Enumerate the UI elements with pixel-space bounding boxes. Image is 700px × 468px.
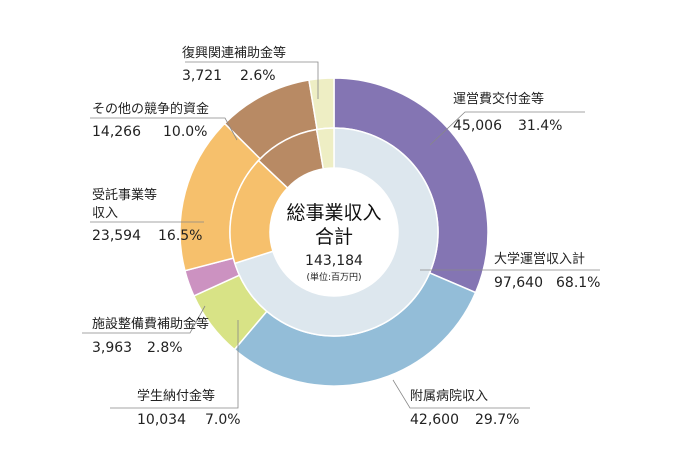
leader-line-fuzoku bbox=[392, 379, 530, 409]
label-fukko-name: 復興関連補助金等 bbox=[182, 45, 286, 61]
label-sonota-value: 14,266 bbox=[92, 124, 141, 140]
outer-ring bbox=[179, 77, 489, 387]
leader-line-sonota bbox=[90, 117, 238, 141]
leader-line-unei bbox=[429, 111, 585, 146]
label-jutaku-name-line1: 受託事業等 bbox=[92, 187, 157, 203]
center-label: 総事業収入 合計 143,184 (単位:百万円) bbox=[286, 202, 381, 283]
label-sonota-name: その他の競争的資金 bbox=[92, 101, 209, 117]
label-unei-percent: 31.4% bbox=[518, 118, 562, 134]
label-gakusei-name: 学生納付金等 bbox=[137, 388, 215, 404]
leader-line-gakusei bbox=[110, 320, 239, 409]
label-shisetsu-value: 3,963 bbox=[92, 340, 132, 356]
center-title-line2: 合計 bbox=[315, 226, 353, 248]
label-fukko-value: 3,721 bbox=[182, 68, 222, 84]
label-gakusei-value: 10,034 bbox=[137, 412, 186, 428]
label-unei-name: 運営費交付金等 bbox=[453, 91, 544, 107]
leader-line-shisetsu bbox=[82, 305, 206, 334]
label-daigaku-value: 97,640 bbox=[494, 275, 543, 291]
label-unei-value: 45,006 bbox=[453, 118, 502, 134]
label-sonota-percent: 10.0% bbox=[163, 124, 207, 140]
label-jutaku-value: 23,594 bbox=[92, 228, 141, 244]
label-fuzoku-value: 42,600 bbox=[410, 412, 459, 428]
label-jutaku-percent: 16.5% bbox=[158, 228, 202, 244]
label-fuzoku-percent: 29.7% bbox=[475, 412, 519, 428]
leader-line-fukko bbox=[185, 61, 319, 99]
label-shisetsu-percent: 2.8% bbox=[147, 340, 183, 356]
label-daigaku-percent: 68.1% bbox=[556, 275, 600, 291]
center-title-line1: 総事業収入 bbox=[286, 202, 381, 224]
center-hole bbox=[270, 168, 398, 296]
center-total: 143,184 bbox=[305, 253, 363, 269]
label-fuzoku-name: 附属病院収入 bbox=[410, 389, 488, 404]
label-jutaku-name-line2: 収入 bbox=[92, 206, 118, 221]
center-unit: (単位:百万円) bbox=[306, 271, 361, 283]
label-shisetsu-name: 施設整備費補助金等 bbox=[92, 316, 209, 332]
label-daigaku-name: 大学運営収入計 bbox=[494, 251, 585, 267]
label-fukko-percent: 2.6% bbox=[240, 68, 276, 84]
label-gakusei-percent: 7.0% bbox=[205, 412, 241, 428]
